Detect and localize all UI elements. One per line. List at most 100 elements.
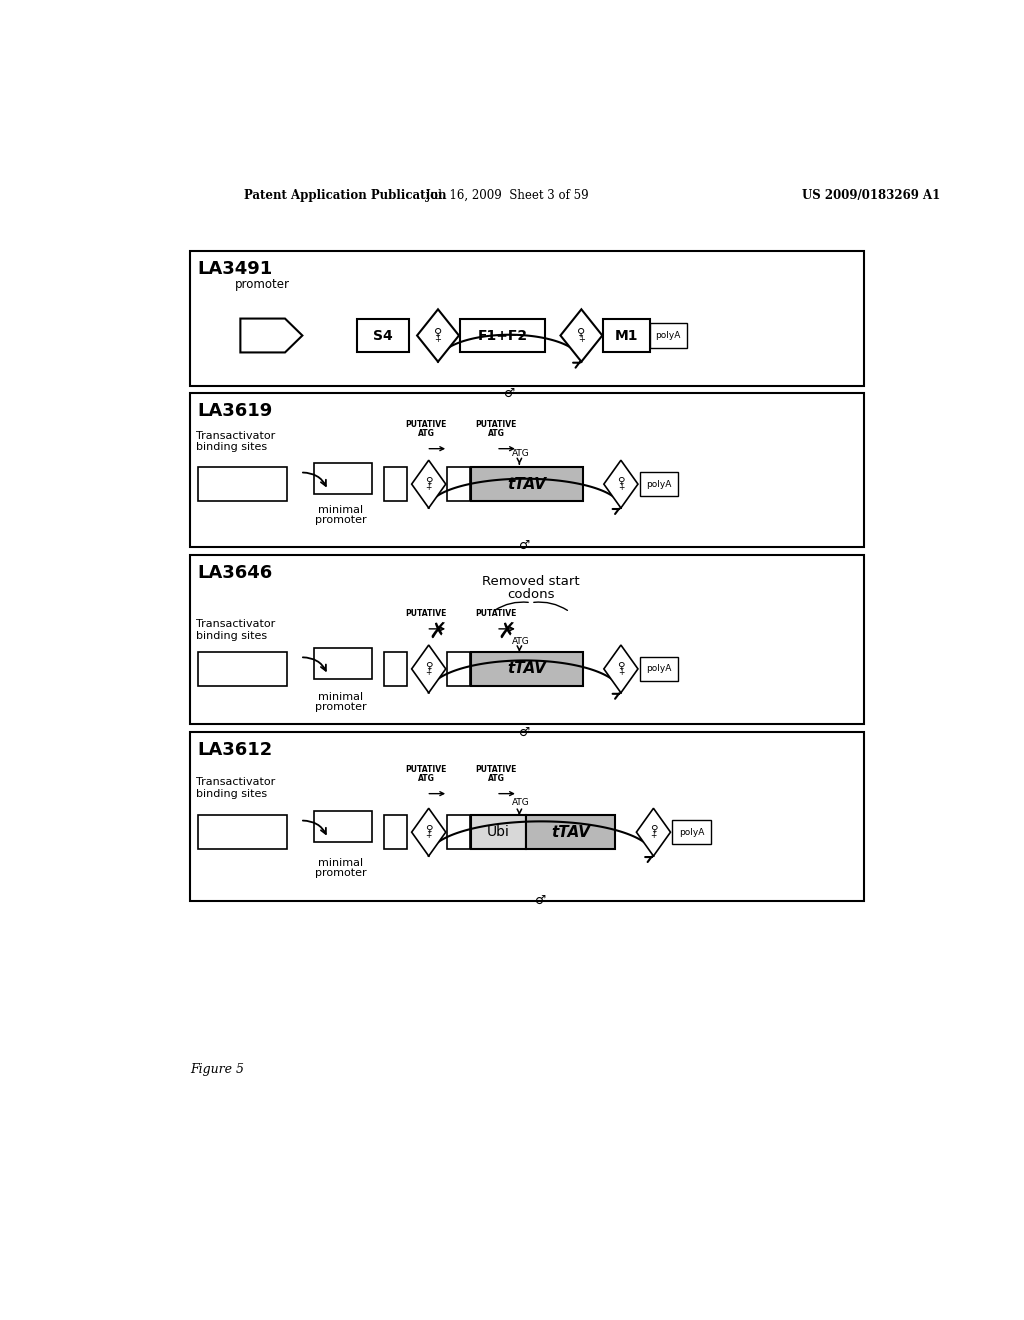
Text: tTAV: tTAV <box>507 661 546 676</box>
Text: ✗: ✗ <box>498 622 516 642</box>
Bar <box>446 467 470 502</box>
Text: +: + <box>434 335 441 343</box>
Text: Transactivator: Transactivator <box>197 430 275 441</box>
Bar <box>384 816 407 849</box>
Polygon shape <box>636 808 671 855</box>
Text: S4: S4 <box>373 329 393 342</box>
Text: ♀: ♀ <box>617 661 625 671</box>
Bar <box>384 467 407 502</box>
Bar <box>356 318 410 352</box>
Polygon shape <box>412 808 445 855</box>
Bar <box>314 812 372 842</box>
Text: PUTATIVE: PUTATIVE <box>406 420 447 429</box>
Bar <box>471 652 583 686</box>
Text: ♀: ♀ <box>425 477 432 486</box>
Text: LA3646: LA3646 <box>198 564 273 582</box>
Text: promoter: promoter <box>314 867 367 878</box>
Text: binding sites: binding sites <box>197 631 267 640</box>
Bar <box>190 393 864 548</box>
Text: PUTATIVE: PUTATIVE <box>475 609 517 618</box>
Polygon shape <box>604 645 638 693</box>
Text: promoter: promoter <box>234 277 290 290</box>
Text: ♂: ♂ <box>536 894 547 907</box>
Text: ♀: ♀ <box>649 824 657 834</box>
Text: Transactivator: Transactivator <box>197 619 275 630</box>
Text: US 2009/0183269 A1: US 2009/0183269 A1 <box>802 189 940 202</box>
Text: polyA: polyA <box>679 828 705 837</box>
Text: polyA: polyA <box>646 479 672 488</box>
Text: PUTATIVE: PUTATIVE <box>406 609 447 618</box>
Text: +: + <box>426 483 432 492</box>
Text: ♀: ♀ <box>617 477 625 486</box>
Text: +: + <box>426 832 432 841</box>
Bar <box>198 816 287 849</box>
Text: ATG: ATG <box>512 799 529 808</box>
Text: ♂: ♂ <box>519 539 530 552</box>
Bar <box>640 656 678 681</box>
Text: ♂: ♂ <box>519 726 530 739</box>
Text: minimal: minimal <box>317 506 362 515</box>
Bar <box>603 318 649 352</box>
Text: PUTATIVE: PUTATIVE <box>475 420 517 429</box>
Text: +: + <box>617 483 624 492</box>
Text: ATG: ATG <box>487 429 505 438</box>
Text: binding sites: binding sites <box>197 788 267 799</box>
Text: Ubi: Ubi <box>487 825 510 840</box>
Text: ♀: ♀ <box>578 327 586 338</box>
Text: codons: codons <box>507 589 555 602</box>
Text: ♀: ♀ <box>434 327 442 338</box>
Text: Transactivator: Transactivator <box>197 777 275 787</box>
Polygon shape <box>560 309 602 362</box>
Text: ATG: ATG <box>512 636 529 645</box>
Text: +: + <box>426 668 432 677</box>
Text: PUTATIVE: PUTATIVE <box>406 764 447 774</box>
Text: ATG: ATG <box>418 774 435 783</box>
Text: ATG: ATG <box>512 449 529 458</box>
Bar <box>198 652 287 686</box>
Text: LA3612: LA3612 <box>198 742 273 759</box>
Bar <box>640 471 678 496</box>
Text: ATG: ATG <box>487 774 505 783</box>
Text: tTAV: tTAV <box>507 477 546 491</box>
Text: PUTATIVE: PUTATIVE <box>475 764 517 774</box>
Text: M1: M1 <box>614 329 638 342</box>
Text: ♂: ♂ <box>504 387 515 400</box>
Text: ATG: ATG <box>418 429 435 438</box>
Text: Jul. 16, 2009  Sheet 3 of 59: Jul. 16, 2009 Sheet 3 of 59 <box>426 189 589 202</box>
Text: polyA: polyA <box>655 331 681 341</box>
Text: minimal: minimal <box>317 858 362 867</box>
Bar <box>446 816 470 849</box>
Text: Removed start: Removed start <box>482 576 580 589</box>
Text: polyA: polyA <box>646 664 672 673</box>
Text: ✗: ✗ <box>428 622 446 642</box>
Bar <box>446 652 470 686</box>
Text: F1+F2: F1+F2 <box>477 329 527 342</box>
Polygon shape <box>412 645 445 693</box>
Bar <box>190 733 864 902</box>
Bar <box>526 816 615 849</box>
Bar <box>190 251 864 385</box>
Bar <box>460 318 545 352</box>
Bar <box>314 648 372 678</box>
Text: minimal: minimal <box>317 692 362 702</box>
Bar <box>314 463 372 494</box>
Bar <box>672 820 711 845</box>
Text: promoter: promoter <box>314 515 367 525</box>
Text: ♀: ♀ <box>425 661 432 671</box>
Bar <box>471 816 526 849</box>
Bar <box>384 652 407 686</box>
Text: tTAV: tTAV <box>551 825 591 840</box>
Bar <box>649 323 687 348</box>
Polygon shape <box>412 461 445 508</box>
Text: binding sites: binding sites <box>197 442 267 453</box>
Bar <box>471 467 583 502</box>
Text: Patent Application Publication: Patent Application Publication <box>245 189 446 202</box>
Text: LA3491: LA3491 <box>198 260 273 279</box>
Text: ♀: ♀ <box>425 824 432 834</box>
Text: Figure 5: Figure 5 <box>190 1063 244 1076</box>
Text: LA3619: LA3619 <box>198 403 273 421</box>
Text: +: + <box>617 668 624 677</box>
Polygon shape <box>241 318 302 352</box>
Polygon shape <box>417 309 459 362</box>
Text: +: + <box>578 335 585 343</box>
